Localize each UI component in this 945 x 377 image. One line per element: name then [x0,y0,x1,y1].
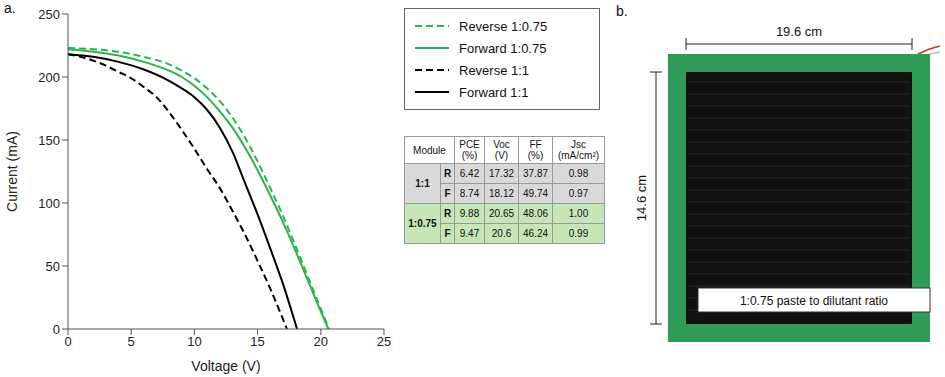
html-text:20.65: 20.65 [489,208,514,219]
svg-text:b.: b. [616,3,628,19]
html-text:F: F [444,228,451,239]
html-text:8.74: 8.74 [459,188,480,199]
html-text:1:0.75: 1:0.75 [408,218,437,229]
svg-text:10: 10 [187,334,201,349]
html-text:17.32: 17.32 [489,168,514,179]
svg-text:15: 15 [250,334,264,349]
html-text:a.: a. [4,0,16,16]
html-text:Voc: Voc [493,139,510,150]
svg-text:200: 200 [38,70,60,85]
html-text:0.98: 0.98 [568,168,589,179]
html-text:20.6: 20.6 [491,228,512,239]
html-text:F: F [444,188,451,199]
svg-text:0: 0 [53,322,60,337]
svg-text:20: 20 [314,334,328,349]
svg-text:50: 50 [46,259,60,274]
html-text:48.06: 48.06 [523,208,548,219]
html-text:Reverse 1:1: Reverse 1:1 [459,62,530,78]
html-text:0.97: 0.97 [568,188,589,199]
svg-text:1:0.75 paste to dilutant ratio: 1:0.75 paste to dilutant ratio [740,294,888,308]
html-text:(mA/cm²): (mA/cm²) [557,150,599,161]
html-text:6.42: 6.42 [459,168,480,179]
html-text:R: R [443,208,452,219]
html-text:Forward 1:1: Forward 1:1 [459,84,529,100]
html-text:Module: Module [413,144,446,156]
svg-text:14.6 cm: 14.6 cm [634,175,649,221]
svg-text:19.6 cm: 19.6 cm [776,24,822,39]
svg-text:25: 25 [377,334,391,349]
svg-text:5: 5 [128,334,135,349]
svg-text:Voltage (V): Voltage (V) [191,358,260,374]
html-text:37.87: 37.87 [523,168,548,179]
svg-text:0: 0 [64,334,71,349]
svg-text:100: 100 [38,196,60,211]
html-text:9.47: 9.47 [459,228,480,239]
html-text:FF: FF [529,139,542,150]
html-text:46.24: 46.24 [523,228,548,239]
svg-text:Current (mA): Current (mA) [4,131,20,212]
html-text:R: R [443,168,452,179]
svg-text:150: 150 [38,133,60,148]
svg-text:250: 250 [38,7,60,22]
html-text:1:1: 1:1 [415,178,430,189]
html-text:49.74: 49.74 [523,188,548,199]
html-text:Forward 1:0.75: Forward 1:0.75 [459,40,547,56]
html-text:0.99: 0.99 [568,228,589,239]
html-text:(V): (V) [494,150,509,161]
html-text:9.88: 9.88 [459,208,480,219]
html-text:Jsc: Jsc [571,139,586,150]
html-text:Reverse 1:0.75: Reverse 1:0.75 [459,18,548,34]
html-text:1.00: 1.00 [568,208,589,219]
html-text:PCE: PCE [459,139,480,150]
html-text:18.12: 18.12 [489,188,514,199]
